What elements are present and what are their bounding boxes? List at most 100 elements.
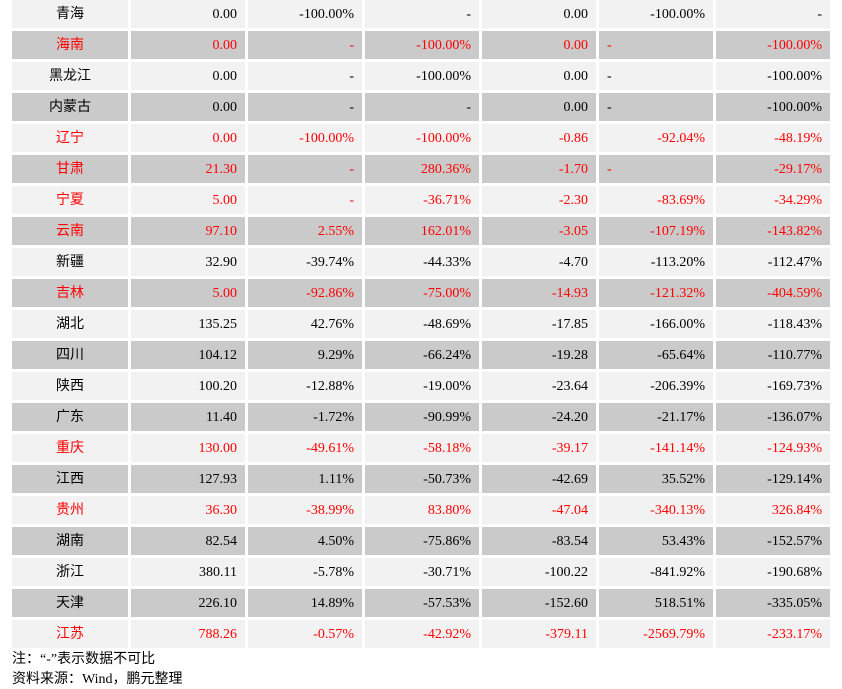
table-cell: -75.86%	[365, 527, 479, 555]
table-cell: -2569.79%	[599, 620, 713, 648]
province-name: 浙江	[12, 558, 128, 586]
province-name: 陕西	[12, 372, 128, 400]
table-cell: 9.29%	[248, 341, 362, 369]
table-cell: -	[599, 93, 713, 121]
table-cell: -0.86	[482, 124, 596, 152]
table-cell: 518.51%	[599, 589, 713, 617]
table-cell: -141.14%	[599, 434, 713, 462]
table-cell: -23.64	[482, 372, 596, 400]
table-cell: -19.28	[482, 341, 596, 369]
table-cell: 280.36%	[365, 155, 479, 183]
table-cell: 82.54	[131, 527, 245, 555]
table-cell: -	[365, 0, 479, 28]
table-cell: 4.50%	[248, 527, 362, 555]
table-cell: -42.69	[482, 465, 596, 493]
table-cell: -100.00%	[248, 124, 362, 152]
table-cell: -379.11	[482, 620, 596, 648]
table-cell: -121.32%	[599, 279, 713, 307]
table-cell: 14.89%	[248, 589, 362, 617]
table-cell: 42.76%	[248, 310, 362, 338]
table-cell: 0.00	[131, 93, 245, 121]
table-cell: -113.20%	[599, 248, 713, 276]
province-name: 海南	[12, 31, 128, 59]
table-cell: -66.24%	[365, 341, 479, 369]
table-cell: -44.33%	[365, 248, 479, 276]
table-cell: 0.00	[131, 124, 245, 152]
table-cell: -100.00%	[365, 31, 479, 59]
table-cell: -118.43%	[716, 310, 830, 338]
table-cell: 36.30	[131, 496, 245, 524]
table-cell: -48.69%	[365, 310, 479, 338]
table-cell: -112.47%	[716, 248, 830, 276]
table-cell: 2.55%	[248, 217, 362, 245]
table-cell: -100.00%	[365, 62, 479, 90]
table-cell: -340.13%	[599, 496, 713, 524]
table-cell: -17.85	[482, 310, 596, 338]
province-name: 湖南	[12, 527, 128, 555]
province-name: 湖北	[12, 310, 128, 338]
province-name: 重庆	[12, 434, 128, 462]
table-cell: -110.77%	[716, 341, 830, 369]
table-cell: -136.07%	[716, 403, 830, 431]
province-name: 吉林	[12, 279, 128, 307]
table-cell: -	[716, 0, 830, 28]
table-cell: -29.17%	[716, 155, 830, 183]
table-cell: -14.93	[482, 279, 596, 307]
table-cell: -92.86%	[248, 279, 362, 307]
table-cell: -47.04	[482, 496, 596, 524]
table-cell: 135.25	[131, 310, 245, 338]
table-cell: -57.53%	[365, 589, 479, 617]
table-cell: 130.00	[131, 434, 245, 462]
table-cell: -	[248, 31, 362, 59]
table-cell: 226.10	[131, 589, 245, 617]
table-cell: 11.40	[131, 403, 245, 431]
table-cell: -21.17%	[599, 403, 713, 431]
table-cell: 0.00	[131, 62, 245, 90]
table-cell: -206.39%	[599, 372, 713, 400]
table-cell: -124.93%	[716, 434, 830, 462]
table-cell: -83.54	[482, 527, 596, 555]
table-cell: -	[599, 31, 713, 59]
table-cell: -100.00%	[365, 124, 479, 152]
province-data-table: 青海 0.00 -100.00% -0.00 -100.00% - 海南 0.00- -100.…	[12, 0, 830, 648]
table-cell: 100.20	[131, 372, 245, 400]
province-name: 黑龙江	[12, 62, 128, 90]
table-cell: -190.68%	[716, 558, 830, 586]
province-name: 辽宁	[12, 124, 128, 152]
province-name: 云南	[12, 217, 128, 245]
table-cell: 35.52%	[599, 465, 713, 493]
table-cell: -75.00%	[365, 279, 479, 307]
table-cell: -404.59%	[716, 279, 830, 307]
table-cell: -39.74%	[248, 248, 362, 276]
table-cell: -	[248, 93, 362, 121]
province-name: 四川	[12, 341, 128, 369]
table-cell: -30.71%	[365, 558, 479, 586]
table-cell: 21.30	[131, 155, 245, 183]
province-name: 广东	[12, 403, 128, 431]
province-name: 青海	[12, 0, 128, 28]
table-cell: -100.00%	[716, 31, 830, 59]
table-cell: -	[248, 155, 362, 183]
table-cell: 1.11%	[248, 465, 362, 493]
table-cell: 326.84%	[716, 496, 830, 524]
table-cell: 0.00	[482, 0, 596, 28]
table-cell: -92.04%	[599, 124, 713, 152]
table-cell: -42.92%	[365, 620, 479, 648]
province-name: 甘肃	[12, 155, 128, 183]
table-cell: -39.17	[482, 434, 596, 462]
table-cell: -143.82%	[716, 217, 830, 245]
table-cell: -83.69%	[599, 186, 713, 214]
table-cell: -	[599, 155, 713, 183]
table-cell: -100.00%	[716, 93, 830, 121]
province-name: 宁夏	[12, 186, 128, 214]
table-cell: 5.00	[131, 186, 245, 214]
table-cell: 104.12	[131, 341, 245, 369]
table-cell: -58.18%	[365, 434, 479, 462]
table-cell: -90.99%	[365, 403, 479, 431]
province-name: 贵州	[12, 496, 128, 524]
table-cell: -34.29%	[716, 186, 830, 214]
province-name: 江苏	[12, 620, 128, 648]
table-cell: 97.10	[131, 217, 245, 245]
table-cell: -100.22	[482, 558, 596, 586]
province-name: 天津	[12, 589, 128, 617]
